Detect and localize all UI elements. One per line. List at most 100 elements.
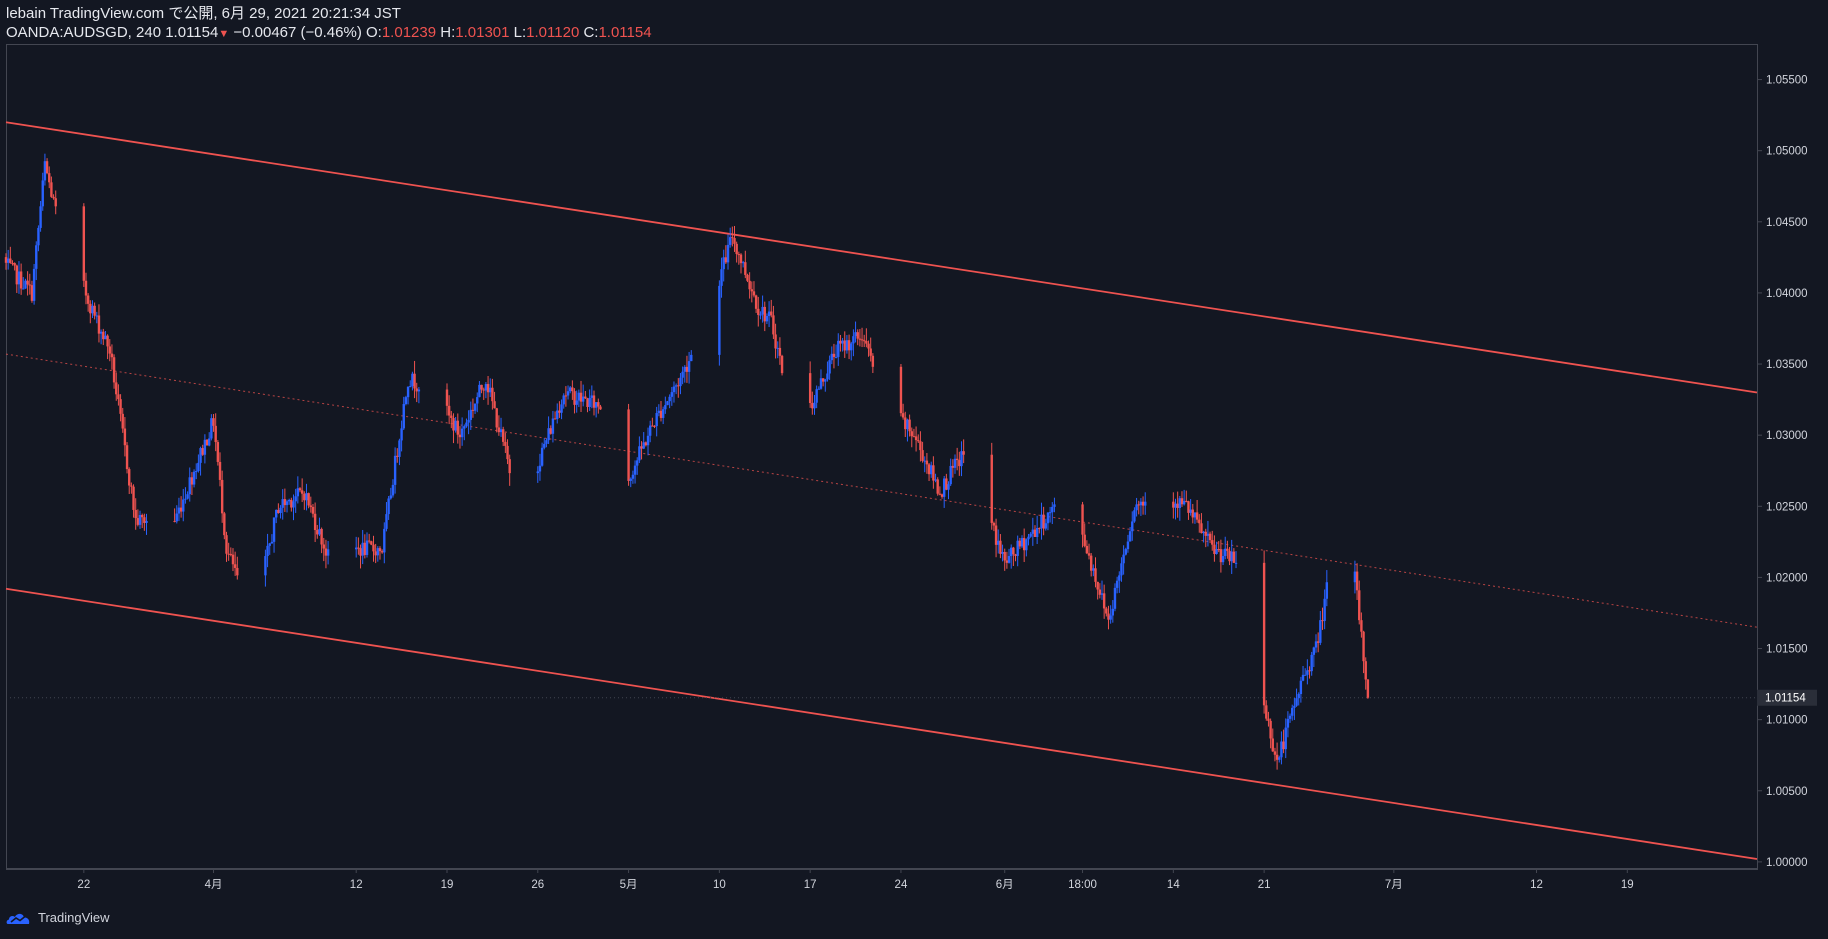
candle-body[interactable] <box>1038 528 1041 530</box>
candle-body[interactable] <box>99 331 103 334</box>
candle-body[interactable] <box>32 268 36 301</box>
candle-body[interactable] <box>1319 620 1322 643</box>
candle-body[interactable] <box>863 340 866 342</box>
candle-body[interactable] <box>28 284 31 286</box>
candle-body[interactable] <box>108 346 111 354</box>
candle-body[interactable] <box>847 340 851 351</box>
candle-body[interactable] <box>1085 545 1089 554</box>
candle-body[interactable] <box>1092 568 1095 571</box>
candle-body[interactable] <box>409 386 412 388</box>
candle-body[interactable] <box>458 434 462 438</box>
candle-body[interactable] <box>197 462 200 471</box>
candle-body[interactable] <box>1224 548 1227 557</box>
candle-body[interactable] <box>767 311 771 317</box>
channel-upper-line[interactable] <box>5 121 1758 394</box>
candle-body[interactable] <box>1308 670 1311 672</box>
candle-body[interactable] <box>934 479 937 481</box>
candle-body[interactable] <box>821 378 825 382</box>
candle-body[interactable] <box>627 409 630 481</box>
candle-body[interactable] <box>856 332 859 339</box>
candle-body[interactable] <box>1180 498 1184 505</box>
candle-body[interactable] <box>869 348 872 356</box>
candle-body[interactable] <box>214 425 217 443</box>
candle-body[interactable] <box>1325 582 1329 599</box>
candle-body[interactable] <box>1185 500 1188 502</box>
candle-body[interactable] <box>1364 661 1367 680</box>
candle-body[interactable] <box>841 340 844 344</box>
candle-body[interactable] <box>1211 540 1214 545</box>
candle-body[interactable] <box>372 544 375 552</box>
candle-body[interactable] <box>837 340 840 357</box>
candle-body[interactable] <box>636 460 639 466</box>
candle-body[interactable] <box>182 499 185 512</box>
candle-body[interactable] <box>999 540 1002 554</box>
candle-body[interactable] <box>914 436 918 441</box>
candle-body[interactable] <box>562 395 565 405</box>
candle-body[interactable] <box>932 465 935 481</box>
candle-body[interactable] <box>1215 549 1218 554</box>
candle-body[interactable] <box>770 311 773 316</box>
candle-body[interactable] <box>824 379 827 382</box>
candle-body[interactable] <box>417 389 421 392</box>
candle-body[interactable] <box>592 395 596 408</box>
candle-body[interactable] <box>1182 500 1186 505</box>
candle-body[interactable] <box>997 540 1000 545</box>
candle-body[interactable] <box>270 541 274 544</box>
candle-body[interactable] <box>311 506 315 514</box>
candle-body[interactable] <box>227 553 230 555</box>
candle-body[interactable] <box>497 427 501 433</box>
candle-body[interactable] <box>728 237 732 245</box>
candle-body[interactable] <box>1031 529 1035 534</box>
candle-body[interactable] <box>447 405 451 416</box>
candle-body[interactable] <box>811 402 814 409</box>
candle-body[interactable] <box>640 446 643 449</box>
candle-body[interactable] <box>471 409 475 411</box>
candle-body[interactable] <box>757 308 760 315</box>
candle-body[interactable] <box>955 458 959 461</box>
candle-body[interactable] <box>84 280 88 296</box>
candle-body[interactable] <box>759 314 762 316</box>
candle-body[interactable] <box>584 396 587 399</box>
candle-body[interactable] <box>205 439 209 446</box>
candle-body[interactable] <box>828 360 831 374</box>
candle-body[interactable] <box>1265 705 1268 719</box>
candle-body[interactable] <box>549 428 552 434</box>
candle-body[interactable] <box>220 479 224 514</box>
candle-body[interactable] <box>476 397 479 404</box>
candle-body[interactable] <box>1314 641 1318 648</box>
candle-body[interactable] <box>1323 598 1326 621</box>
candle-body[interactable] <box>1291 707 1294 716</box>
candle-body[interactable] <box>1042 514 1045 529</box>
candle-body[interactable] <box>117 394 120 400</box>
candle-body[interactable] <box>1312 647 1316 655</box>
candle-body[interactable] <box>136 518 140 525</box>
candle-body[interactable] <box>290 499 293 508</box>
candle-body[interactable] <box>1109 615 1112 620</box>
candle-body[interactable] <box>119 399 122 414</box>
candle-body[interactable] <box>450 415 453 418</box>
candle-body[interactable] <box>687 361 691 372</box>
candle-body[interactable] <box>495 408 498 428</box>
candle-body[interactable] <box>1208 533 1212 541</box>
candle-body[interactable] <box>672 386 676 393</box>
candle-body[interactable] <box>1366 679 1370 698</box>
candle-body[interactable] <box>1137 504 1140 506</box>
candle-body[interactable] <box>1176 503 1179 508</box>
candle-body[interactable] <box>376 548 380 556</box>
candle-body[interactable] <box>218 461 222 480</box>
candle-body[interactable] <box>175 513 178 522</box>
candle-body[interactable] <box>411 373 414 387</box>
candle-body[interactable] <box>264 556 267 576</box>
candle-body[interactable] <box>138 514 142 525</box>
candle-body[interactable] <box>545 440 548 444</box>
candle-body[interactable] <box>923 460 926 462</box>
candle-body[interactable] <box>279 507 282 514</box>
candle-body[interactable] <box>731 237 734 239</box>
candle-body[interactable] <box>860 339 864 341</box>
candle-body[interactable] <box>95 315 98 317</box>
candle-body[interactable] <box>865 341 868 344</box>
candle-body[interactable] <box>960 451 963 467</box>
candle-body[interactable] <box>1016 540 1019 556</box>
candle-body[interactable] <box>467 419 470 423</box>
candle-body[interactable] <box>445 389 449 406</box>
